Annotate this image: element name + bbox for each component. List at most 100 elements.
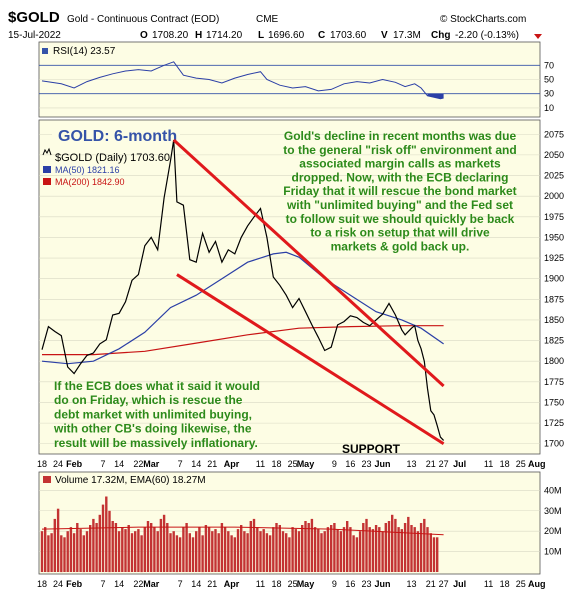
annotation-top-line: to follow suit we should quickly be back xyxy=(286,212,515,226)
volume-bar xyxy=(66,531,69,572)
price-line xyxy=(41,139,445,441)
x-axis-label: 18 xyxy=(37,579,47,589)
volume-bar xyxy=(79,529,82,572)
x-axis-label: 11 xyxy=(256,459,265,469)
x-axis-label: 7 xyxy=(101,579,106,589)
volume-bar xyxy=(358,531,362,572)
rsi-icon xyxy=(42,48,48,54)
rsi-ytick-label: 10 xyxy=(544,103,554,113)
volume-bar xyxy=(188,533,191,572)
volume-bar xyxy=(53,518,56,572)
volume-ytick-label: 30M xyxy=(544,506,562,516)
volume-bar xyxy=(310,518,314,572)
x-axis-label: 7 xyxy=(178,579,183,589)
volume-bar xyxy=(381,531,384,572)
x-axis-label: Feb xyxy=(66,579,83,589)
volume-bar xyxy=(371,529,375,572)
x-axis-label: 21 xyxy=(426,579,436,589)
x-axis-label: 27 xyxy=(439,459,449,469)
volume-bar xyxy=(185,523,188,572)
volume-bar xyxy=(259,531,262,572)
volume-bar xyxy=(272,527,275,572)
x-axis-label: 23 xyxy=(361,579,371,589)
volume-bar xyxy=(346,521,349,572)
annotation-bottom-line: do on Friday, which is rescue the xyxy=(54,393,243,407)
volume-bar xyxy=(304,521,307,572)
x-axis-label: 7 xyxy=(178,459,183,469)
price-ytick-label: 1750 xyxy=(544,397,564,407)
volume-bar xyxy=(426,527,429,572)
volume-bar xyxy=(223,527,227,572)
volume-bar xyxy=(130,533,134,572)
volume-bar xyxy=(342,527,346,572)
x-axis-label: 21 xyxy=(207,459,217,469)
x-axis-label: 24 xyxy=(53,579,63,589)
volume-bar xyxy=(407,516,410,572)
annotation-top-line: with "unlimited buying" and the Fed set xyxy=(286,198,513,212)
x-axis-label: Mar xyxy=(143,579,160,589)
quote-volume: 17.3M xyxy=(393,30,421,41)
x-axis-label: 25 xyxy=(288,459,298,469)
volume-ytick-label: 10M xyxy=(544,547,562,557)
volume-bar xyxy=(63,537,66,572)
volume-bar xyxy=(101,504,105,572)
volume-bar xyxy=(40,531,44,572)
price-ytick-label: 1900 xyxy=(544,274,564,284)
volume-bar xyxy=(413,527,416,572)
x-axis-label: Jul xyxy=(453,459,466,469)
annotation-top-line: to the general "risk off" environment an… xyxy=(283,143,516,157)
x-axis-label: 25 xyxy=(516,459,526,469)
header-description: Gold - Continuous Contract (EOD) xyxy=(67,14,219,25)
rsi-line xyxy=(41,61,444,100)
rsi-ytick-label: 70 xyxy=(544,60,554,70)
volume-bar xyxy=(156,531,159,572)
annotation-bottom-line: result will be massively inflationary. xyxy=(54,436,258,450)
x-axis-label: 18 xyxy=(500,579,510,589)
volume-bar xyxy=(362,523,365,572)
annotation-top-line: to a risk on setup that will drive xyxy=(310,226,490,240)
annotation-top-line: markets & gold back up. xyxy=(331,239,470,253)
x-axis-label: Jun xyxy=(375,459,391,469)
x-axis-label: 21 xyxy=(207,579,217,589)
quote-open-label: O xyxy=(140,30,148,41)
volume-bar xyxy=(134,531,137,572)
rsi-ytick-label: 30 xyxy=(544,89,554,99)
volume-bar xyxy=(207,527,211,572)
down-arrow-icon xyxy=(534,34,542,39)
volume-bar xyxy=(416,531,420,572)
volume-bar xyxy=(124,529,127,572)
volume-bar xyxy=(227,531,230,572)
volume-bar xyxy=(146,521,150,572)
quote-volume-label: V xyxy=(381,30,388,41)
x-axis-label: 25 xyxy=(516,579,526,589)
volume-bar xyxy=(105,496,108,572)
header-date: 15-Jul-2022 xyxy=(8,30,61,41)
volume-bar xyxy=(111,521,114,572)
title-box xyxy=(52,124,180,146)
volume-bar xyxy=(47,535,50,573)
price-ytick-label: 2075 xyxy=(544,129,564,139)
volume-bar xyxy=(195,531,198,572)
support-label: SUPPORT xyxy=(342,442,401,456)
volume-bar xyxy=(69,527,73,572)
x-axis-label: 27 xyxy=(439,579,449,589)
ma200-legend-swatch xyxy=(43,178,51,185)
volume-bar xyxy=(285,533,288,572)
quote-change-label: Chg xyxy=(431,30,450,41)
volume-bar xyxy=(76,523,79,572)
x-axis-labels-bottom: 18 24 Feb 7 14 22 Mar 7 14 21 Apr 11 18 25 May 9 16 23 Jun… xyxy=(37,579,546,589)
x-axis-label: 18 xyxy=(500,459,510,469)
volume-bar xyxy=(436,537,439,572)
volume-bar xyxy=(178,537,182,572)
x-axis-label: 25 xyxy=(288,579,298,589)
x-axis-label: Apr xyxy=(224,579,240,589)
x-axis-label: 9 xyxy=(332,579,337,589)
quote-close-label: C xyxy=(318,30,325,41)
volume-bar xyxy=(162,514,166,572)
volume-bar xyxy=(429,533,432,572)
volume-bar xyxy=(400,529,403,572)
quote-open: 1708.20 xyxy=(152,30,189,41)
x-axis-label: 24 xyxy=(53,459,63,469)
volume-bar xyxy=(217,533,220,572)
volume-bar xyxy=(182,527,185,572)
